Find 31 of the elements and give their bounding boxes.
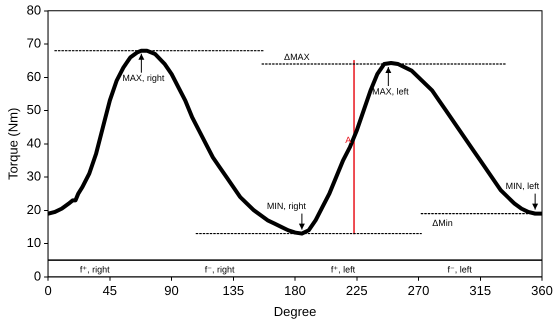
x-tick-label: 0 xyxy=(44,283,52,298)
x-tick-label: 225 xyxy=(346,283,368,298)
y-tick-label: 60 xyxy=(26,68,42,84)
x-tick-label: 45 xyxy=(102,283,118,298)
annotation: f⁻, right xyxy=(204,264,235,275)
annotation: f⁺, left xyxy=(330,264,356,275)
y-tick-label: 0 xyxy=(34,268,42,284)
annotation: f⁺, right xyxy=(80,264,110,275)
annotation: f⁻, left xyxy=(448,264,472,275)
annotation: MIN, left xyxy=(506,181,540,192)
annotation: MIN, right xyxy=(266,201,306,212)
x-axis-title: Degree xyxy=(274,304,316,319)
y-tick-label: 70 xyxy=(26,36,42,51)
x-tick-label: 90 xyxy=(164,283,179,298)
y-axis-title: Torque (Nm) xyxy=(5,108,20,180)
y-tick-label: 80 xyxy=(26,2,42,18)
x-tick-label: 360 xyxy=(531,283,553,298)
x-tick-label: 315 xyxy=(469,283,492,298)
y-tick-label: 20 xyxy=(26,202,42,217)
annotation: A xyxy=(345,134,352,145)
y-tick-label: 40 xyxy=(26,135,42,150)
annotation: MAX, right xyxy=(122,73,165,84)
x-tick-label: 270 xyxy=(408,283,430,298)
y-tick-label: 30 xyxy=(26,168,42,184)
y-tick-label: 10 xyxy=(26,235,42,250)
annotation: MAX, left xyxy=(372,86,410,96)
y-tick-label: 50 xyxy=(26,102,42,118)
x-tick-label: 180 xyxy=(284,283,306,298)
annotation: ΔMin xyxy=(432,218,453,228)
annotation: ΔMAX xyxy=(284,52,310,62)
x-tick-label: 135 xyxy=(222,283,244,298)
